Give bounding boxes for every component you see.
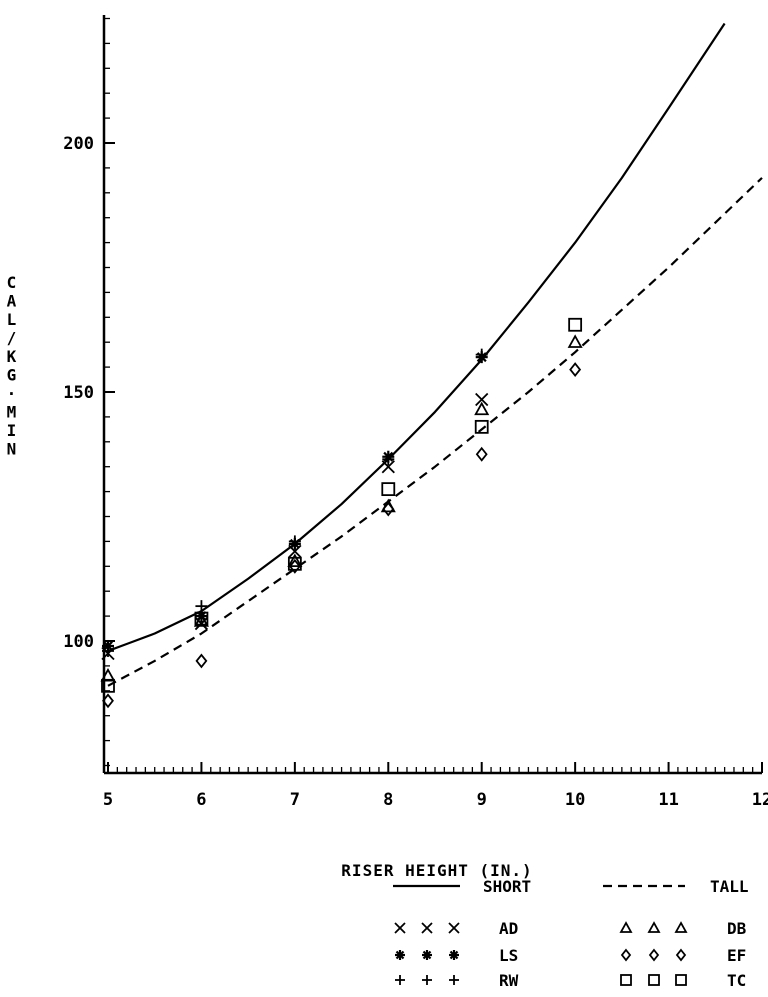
point-ef <box>195 653 208 669</box>
point-rw <box>195 600 208 613</box>
x-tick-label: 10 <box>565 790 585 810</box>
point-ad <box>475 392 489 407</box>
x-tick-label: 5 <box>103 790 113 810</box>
point-ef <box>569 362 582 378</box>
point-tc <box>474 419 489 434</box>
legend-marker-ls <box>395 950 405 960</box>
legend-marker-rw <box>449 975 459 985</box>
legend-label-rw: RW <box>499 971 519 990</box>
x-tick-label: 6 <box>196 790 206 810</box>
legend-label-tc: TC <box>727 971 746 990</box>
y-tick-label: 100 <box>63 632 94 652</box>
point-ef <box>288 558 301 574</box>
legend-label-ad: AD <box>499 919 518 938</box>
curve-short <box>107 22 726 652</box>
point-ef <box>475 446 488 462</box>
point-tc <box>381 482 396 497</box>
legend-marker-db <box>619 921 633 933</box>
y-tick-label: 150 <box>63 383 94 403</box>
point-rw <box>102 644 114 657</box>
y-axis-label: C A L / K G · M I N <box>7 273 18 459</box>
legend-marker-ef <box>648 948 660 962</box>
x-tick-label: 11 <box>658 790 678 810</box>
point-ef <box>102 693 114 709</box>
point-db <box>287 553 303 568</box>
point-rw <box>288 535 301 548</box>
legend-marker-ls <box>449 950 459 960</box>
point-tc <box>194 611 209 626</box>
legend-label-ls: LS <box>499 946 518 965</box>
point-db <box>567 334 583 348</box>
legend-marker-ef <box>675 948 687 962</box>
curve-tall <box>107 177 763 687</box>
legend-marker-rw <box>395 975 405 985</box>
legend-label-tall: TALL <box>710 877 749 896</box>
legend-marker-ls <box>422 950 432 960</box>
y-tick-label: 200 <box>63 134 94 154</box>
legend-marker-ad <box>394 922 406 934</box>
x-tick-label: 12 <box>752 790 768 810</box>
legend-marker-db <box>674 921 688 933</box>
point-tc <box>568 317 583 332</box>
point-tc <box>287 556 302 571</box>
x-tick-label: 7 <box>290 790 300 810</box>
point-db <box>193 613 209 627</box>
curves <box>107 22 763 687</box>
legend-marker-db <box>647 921 661 933</box>
point-ad <box>381 460 395 474</box>
legend-marker-ad <box>421 922 433 934</box>
point-rw <box>475 348 488 361</box>
x-axis-label: RISER HEIGHT (IN.) <box>341 861 532 880</box>
x-tick-label: 9 <box>477 790 487 810</box>
legend-marker-ad <box>448 922 460 934</box>
legend-marker-tc <box>620 974 632 986</box>
legend-label-ef: EF <box>727 946 746 965</box>
legend: SHORT TALL AD LS RW DB EF TC <box>393 877 749 990</box>
axes: 5 6 7 8 9 10 11 12 100 150 200 <box>63 15 768 810</box>
axis-labels: RISER HEIGHT (IN.) C A L / K G · M I N <box>7 273 532 880</box>
legend-marker-ef <box>620 948 632 962</box>
legend-marker-tc <box>648 974 660 986</box>
x-tick-label: 8 <box>383 790 393 810</box>
point-ef <box>382 501 395 517</box>
point-db <box>474 401 490 416</box>
legend-marker-tc <box>675 974 687 986</box>
legend-label-short: SHORT <box>483 877 531 896</box>
legend-marker-rw <box>422 975 432 985</box>
point-rw <box>382 453 395 466</box>
data-points <box>100 317 583 709</box>
legend-label-db: DB <box>727 919 747 938</box>
point-tc <box>101 678 115 693</box>
